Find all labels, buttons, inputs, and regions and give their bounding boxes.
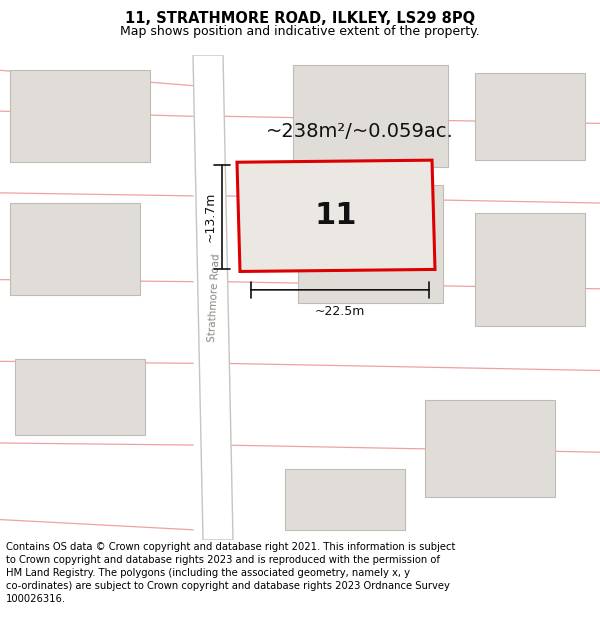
Polygon shape xyxy=(298,185,443,302)
Polygon shape xyxy=(475,213,585,326)
Polygon shape xyxy=(425,399,555,497)
Text: Strathmore Road: Strathmore Road xyxy=(206,254,221,343)
Polygon shape xyxy=(10,203,140,295)
Text: ~22.5m: ~22.5m xyxy=(315,305,365,318)
Polygon shape xyxy=(10,71,150,162)
Polygon shape xyxy=(285,469,405,530)
Polygon shape xyxy=(193,55,233,540)
Polygon shape xyxy=(237,160,435,271)
Text: 11: 11 xyxy=(315,201,357,230)
Text: ~13.7m: ~13.7m xyxy=(204,192,217,242)
Text: ~238m²/~0.059ac.: ~238m²/~0.059ac. xyxy=(266,122,454,141)
Text: Map shows position and indicative extent of the property.: Map shows position and indicative extent… xyxy=(120,26,480,39)
Text: Contains OS data © Crown copyright and database right 2021. This information is : Contains OS data © Crown copyright and d… xyxy=(6,542,455,604)
Polygon shape xyxy=(293,65,448,168)
Polygon shape xyxy=(15,359,145,436)
Text: 11, STRATHMORE ROAD, ILKLEY, LS29 8PQ: 11, STRATHMORE ROAD, ILKLEY, LS29 8PQ xyxy=(125,11,475,26)
Polygon shape xyxy=(475,73,585,159)
